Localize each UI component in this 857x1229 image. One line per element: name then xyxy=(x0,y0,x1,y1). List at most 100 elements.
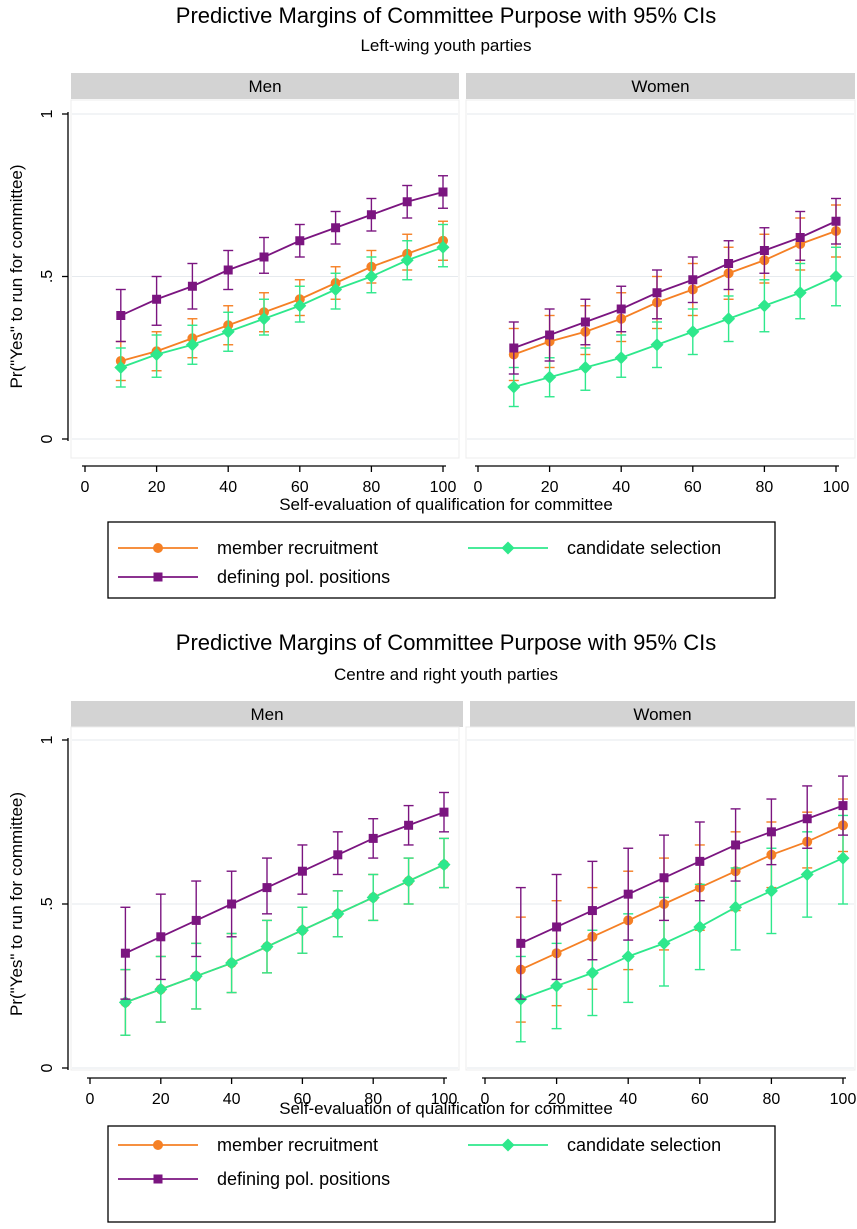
legend-label: candidate selection xyxy=(567,538,721,558)
data-point xyxy=(262,883,272,893)
data-point xyxy=(729,900,743,914)
series-line xyxy=(520,857,844,1000)
panel-women: Women 0 20 40 60 80 100 xyxy=(465,73,856,496)
data-point xyxy=(616,304,626,314)
series-defining-pol-positions xyxy=(115,175,448,343)
data-point xyxy=(580,317,590,327)
data-point xyxy=(650,338,664,352)
data-point xyxy=(688,275,698,285)
x-tick-label: 20 xyxy=(148,479,166,496)
x-tick-label: 100 xyxy=(430,479,457,496)
panel-header-label: Women xyxy=(633,705,691,724)
plot-area xyxy=(70,726,460,1071)
x-tick-label: 0 xyxy=(86,1091,95,1108)
data-point xyxy=(652,288,662,298)
data-point xyxy=(578,361,592,374)
data-point xyxy=(766,827,776,837)
data-point xyxy=(509,343,519,353)
data-point xyxy=(614,351,628,365)
series-defining-pol-positions xyxy=(120,791,449,1000)
data-point xyxy=(757,299,771,313)
panel-header xyxy=(71,701,463,727)
data-point xyxy=(545,330,555,340)
data-point xyxy=(114,361,128,374)
data-point xyxy=(120,948,130,958)
data-point xyxy=(331,223,341,233)
data-point xyxy=(404,820,414,830)
data-point xyxy=(516,938,526,948)
y-tick-label: 1 xyxy=(39,109,56,118)
x-tick-label: 0 xyxy=(81,479,90,496)
series-candidate-selection xyxy=(514,814,850,1043)
data-point xyxy=(333,850,343,860)
data-point xyxy=(695,856,705,866)
data-point xyxy=(329,283,343,296)
data-point xyxy=(722,312,736,326)
data-point xyxy=(402,197,412,207)
data-point xyxy=(693,920,707,934)
data-point xyxy=(621,949,635,963)
data-point xyxy=(552,922,562,932)
data-point xyxy=(368,833,378,843)
legend-marker xyxy=(153,1140,163,1150)
x-tick-label: 0 xyxy=(481,1091,490,1108)
y-tick-label: 1 xyxy=(39,735,56,744)
x-tick-label: 60 xyxy=(691,1091,709,1108)
data-point xyxy=(223,265,233,275)
series-line xyxy=(120,191,444,317)
x-tick-label: 40 xyxy=(219,479,237,496)
legend-marker xyxy=(501,1138,515,1152)
legend: member recruitment candidate selection def… xyxy=(107,1125,776,1223)
y-axis-label: Pr("Yes" to run for committee) xyxy=(7,792,26,1016)
x-tick-label: 80 xyxy=(364,1091,382,1108)
data-point xyxy=(225,956,239,970)
legend-marker xyxy=(153,1174,163,1184)
data-point xyxy=(800,867,814,881)
chart-subtitle: Centre and right youth parties xyxy=(334,665,558,684)
panel-header-label: Women xyxy=(631,77,689,96)
x-tick-label: 20 xyxy=(541,479,559,496)
data-point xyxy=(759,246,769,255)
data-point xyxy=(293,299,307,313)
series-line xyxy=(125,811,445,955)
x-tick-label: 60 xyxy=(684,479,702,496)
data-point xyxy=(191,915,201,925)
y-tick-label: .5 xyxy=(39,270,56,283)
x-tick-label: 80 xyxy=(763,1091,781,1108)
series-line xyxy=(513,230,837,356)
chart-block-1: Predictive Margins of Committee Purpose … xyxy=(7,3,856,599)
series-line xyxy=(520,824,844,971)
data-point xyxy=(550,979,564,993)
panel-men: Men 0 20 40 60 80 100 xyxy=(70,701,463,1108)
x-tick-label: 60 xyxy=(294,1091,312,1108)
x-tick-label: 20 xyxy=(152,1091,170,1108)
data-point xyxy=(802,814,812,824)
data-point xyxy=(793,286,807,300)
x-tick-label: 60 xyxy=(291,479,309,496)
data-point xyxy=(402,874,416,888)
x-tick-label: 100 xyxy=(431,1091,458,1108)
series-line xyxy=(513,220,837,349)
series-candidate-selection xyxy=(114,223,450,388)
legend-label: member recruitment xyxy=(217,538,378,558)
chart-title: Predictive Margins of Committee Purpose … xyxy=(176,630,716,655)
legend-item: candidate selection xyxy=(468,538,721,558)
legend-item: candidate selection xyxy=(468,1135,721,1155)
data-point xyxy=(838,801,848,811)
legend-marker xyxy=(153,543,163,553)
series-defining-pol-positions xyxy=(508,197,841,375)
data-point xyxy=(152,294,162,304)
x-tick-label: 80 xyxy=(363,479,381,496)
legend-marker xyxy=(501,541,515,555)
data-point xyxy=(657,936,671,950)
data-point xyxy=(150,348,164,361)
data-point xyxy=(257,312,271,326)
data-point xyxy=(731,840,741,850)
data-point xyxy=(189,969,203,983)
legend: member recruitment candidate selection def… xyxy=(107,521,776,599)
data-point xyxy=(116,311,126,320)
x-tick-label: 20 xyxy=(548,1091,566,1108)
legend-marker xyxy=(153,572,163,582)
